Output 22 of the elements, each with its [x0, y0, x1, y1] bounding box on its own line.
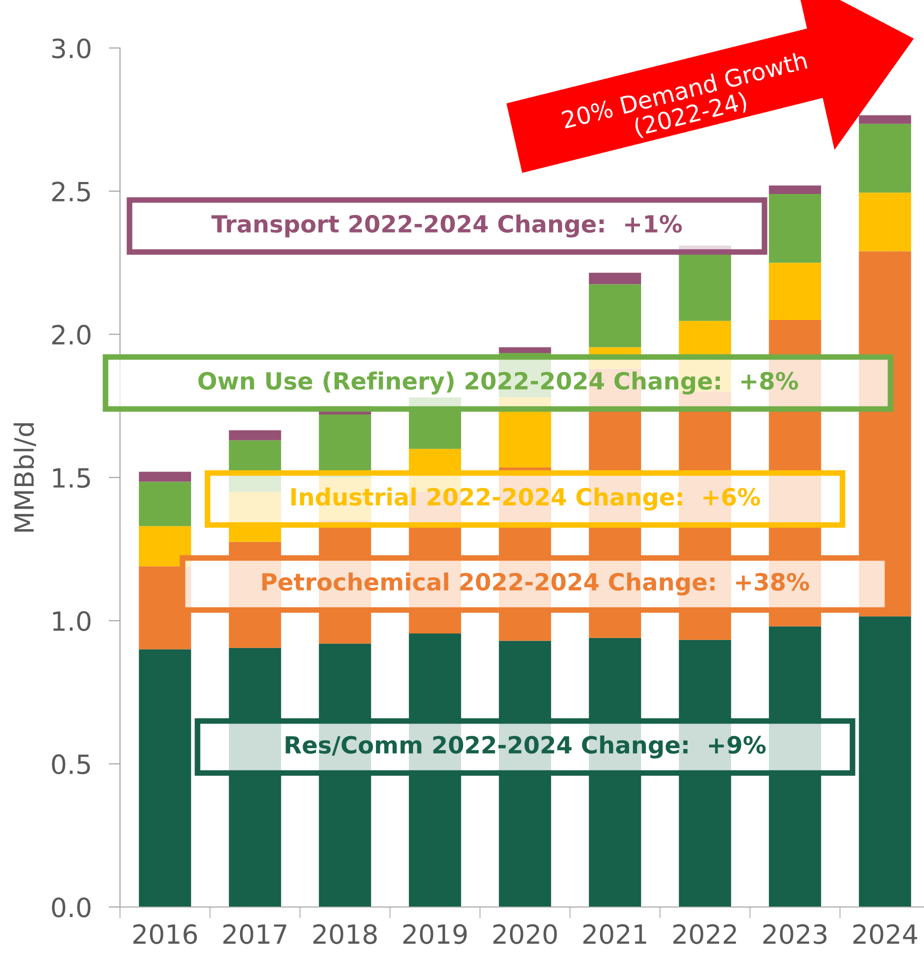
annotation: Res/Comm 2022-2024 Change: +9%	[286, 735, 766, 759]
y-axis-title: MMBbl/d	[14, 423, 36, 532]
x-tick-label: 2024	[853, 924, 918, 944]
annotation: Own Use (Refinery) 2022-2024 Change: +8%	[198, 371, 798, 395]
y-tick-label: 2.0	[52, 324, 90, 345]
y-tick-label: 0.5	[52, 754, 90, 774]
annotation: Petrochemical 2022-2024 Change: +38%	[262, 572, 810, 596]
x-tick-label: 2023	[763, 924, 826, 944]
x-tick-label: 2020	[493, 924, 557, 944]
x-tick-label: 2021	[583, 924, 646, 944]
y-tick-label: 3.0	[52, 38, 90, 58]
y-tick-label: 1.0	[53, 611, 90, 632]
y-tick-label: 0.0	[52, 897, 90, 918]
x-tick-label: 2022	[673, 924, 736, 944]
annotation: Transport 2022-2024 Change: +1%	[212, 214, 682, 238]
y-tick-label: 1.5	[53, 468, 90, 488]
annotation: Industrial 2022-2024 Change: +6%	[291, 487, 760, 511]
x-tick-label: 2019	[403, 924, 467, 944]
x-tick-label: 2016	[133, 924, 197, 944]
x-tick-label: 2017	[223, 924, 286, 944]
x-tick-label: 2018	[313, 924, 377, 944]
y-tick-label: 2.5	[52, 182, 90, 202]
